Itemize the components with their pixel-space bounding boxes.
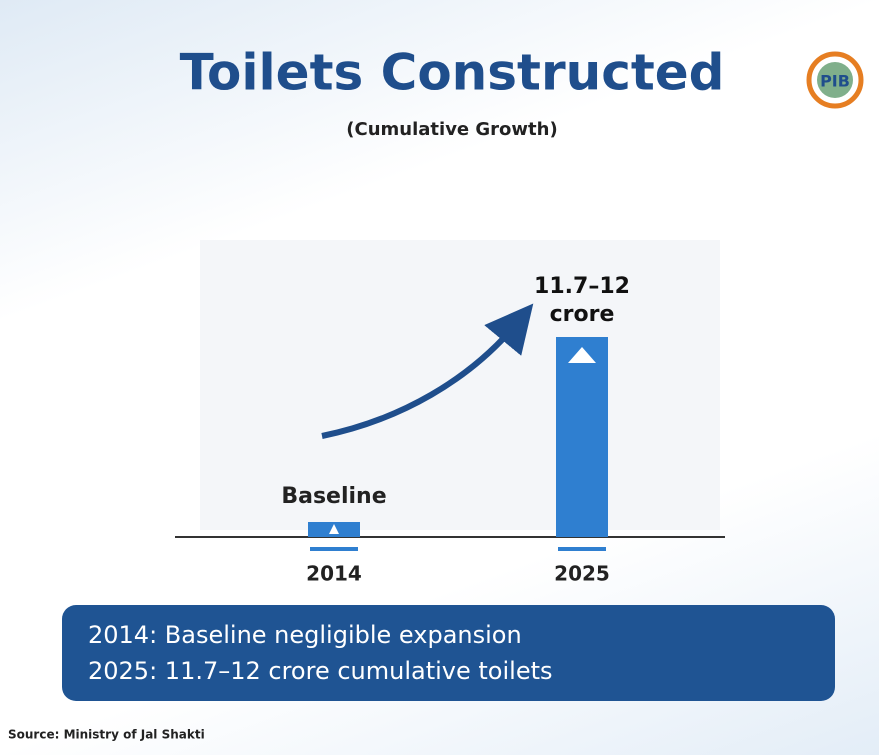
- bar-cap: [329, 524, 339, 534]
- summary-line: 2014: Baseline negligible expansion: [88, 621, 522, 649]
- bar-cap: [568, 347, 596, 363]
- svg-text:PIB: PIB: [820, 72, 850, 91]
- x-tick-label: 2025: [554, 562, 610, 586]
- growth-arrow: [321, 303, 534, 439]
- bar: [556, 337, 608, 537]
- summary-box: [62, 605, 835, 701]
- subtitle: (Cumulative Growth): [346, 119, 557, 140]
- category-dash: [310, 547, 358, 551]
- title: Toilets Constructed: [180, 44, 725, 102]
- x-tick-label: 2014: [306, 562, 362, 586]
- summary-line: 2025: 11.7–12 crore cumulative toilets: [88, 657, 553, 685]
- value-label: 11.7–12 crore: [534, 274, 630, 327]
- annotation: Baseline: [281, 484, 386, 509]
- source: Source: Ministry of Jal Shakti: [8, 728, 205, 742]
- logo: PIB: [806, 51, 864, 109]
- category-dash: [558, 547, 606, 551]
- chart-backdrop: [200, 240, 720, 530]
